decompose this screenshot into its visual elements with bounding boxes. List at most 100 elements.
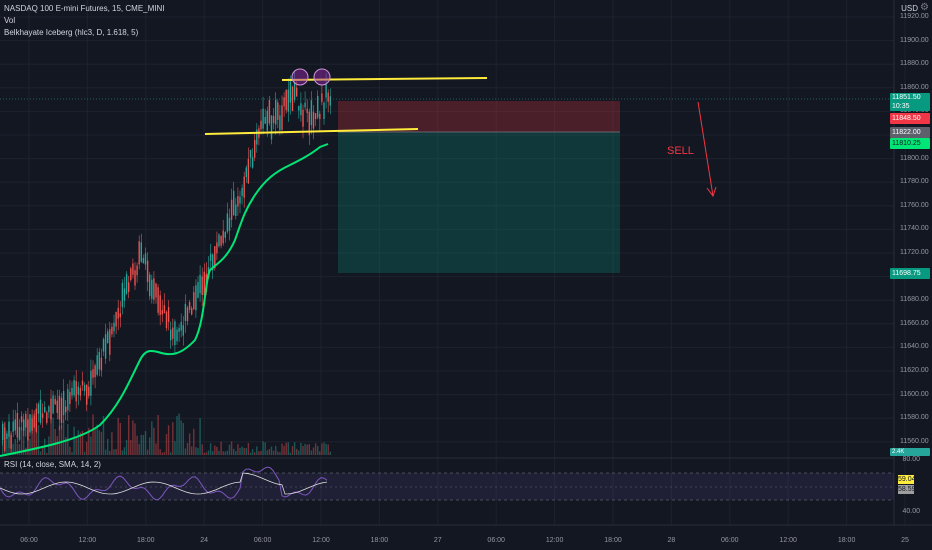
resistance-trendline[interactable] xyxy=(281,77,488,81)
candle-body xyxy=(52,395,54,414)
volume-bar xyxy=(54,428,56,455)
sell-annotation[interactable]: SELL xyxy=(667,145,694,157)
candle-body xyxy=(75,381,77,402)
volume-bar xyxy=(281,443,283,455)
candlestick-series xyxy=(2,70,331,452)
candle-body xyxy=(262,108,264,129)
candle-body xyxy=(119,313,121,318)
volume-bar xyxy=(293,442,296,455)
candle-body xyxy=(165,311,168,329)
candle-body xyxy=(170,329,172,341)
candle-body xyxy=(289,81,292,103)
price-axis-label: 11800.00 xyxy=(900,154,929,162)
top-marker-1[interactable] xyxy=(291,68,309,86)
candle-body xyxy=(245,167,247,178)
volume-bar xyxy=(205,452,208,455)
volume-bar xyxy=(113,449,115,455)
candle-body xyxy=(182,325,184,336)
time-axis-label: 24 xyxy=(200,537,209,544)
time-axis-label: 28 xyxy=(667,537,676,544)
sell-arrow[interactable] xyxy=(697,101,717,198)
volume-bar xyxy=(121,450,124,455)
candle-body xyxy=(146,260,149,282)
volume-bar xyxy=(249,452,252,455)
candle-body xyxy=(123,288,126,301)
candle-body xyxy=(20,416,23,423)
price-axis-label: 11560.00 xyxy=(900,437,929,445)
rsi-legend[interactable]: RSI (14, close, SMA, 14, 2) xyxy=(4,460,101,469)
volume-bar xyxy=(71,452,73,455)
rsi-value-tag: 59.04 xyxy=(898,475,916,484)
candle-body xyxy=(287,89,289,112)
candle-body xyxy=(98,351,100,370)
rsi-axis-upper: 80.00 xyxy=(902,456,920,463)
support-trendline[interactable] xyxy=(204,128,419,135)
volume-bar xyxy=(2,432,4,455)
candle-body xyxy=(23,419,25,431)
candle-body xyxy=(138,241,140,265)
candle-body xyxy=(279,115,281,131)
volume-bar xyxy=(310,450,313,455)
volume-bar xyxy=(216,446,218,455)
candle-body xyxy=(71,387,73,396)
stop-loss-zone[interactable] xyxy=(338,101,620,132)
volume-bar xyxy=(90,436,92,455)
entry-level-tag: 11822.00 xyxy=(890,127,930,138)
volume-bar xyxy=(264,442,266,455)
volume-bar xyxy=(174,441,176,455)
volume-bar xyxy=(109,450,111,455)
candle-body xyxy=(172,327,174,339)
candle-body xyxy=(191,308,193,315)
volume-bar xyxy=(218,450,220,455)
volume-bar xyxy=(258,451,260,455)
candle-body xyxy=(121,282,124,307)
volume-bar xyxy=(16,443,19,455)
volume-bar xyxy=(98,430,100,455)
volume-bar xyxy=(247,443,250,455)
candle-body xyxy=(293,81,296,100)
volume-bar xyxy=(111,432,113,455)
volume-legend[interactable]: Vol xyxy=(4,16,16,25)
candle-body xyxy=(128,282,130,292)
volume-bar xyxy=(235,451,237,455)
price-axis-label: 11680.00 xyxy=(900,296,929,304)
volume-bar xyxy=(260,450,262,455)
volume-bar xyxy=(10,430,12,455)
candle-body xyxy=(306,108,308,114)
volume-bar xyxy=(14,438,16,455)
candle-body xyxy=(96,355,98,375)
volume-bar xyxy=(50,415,52,455)
candle-body xyxy=(107,331,109,344)
volume-bar xyxy=(132,420,134,455)
candle-body xyxy=(2,423,4,441)
volume-bar xyxy=(125,439,128,455)
candle-body xyxy=(4,427,6,451)
candle-body xyxy=(144,253,147,265)
settings-icon[interactable]: ⚙ xyxy=(920,2,929,13)
volume-bar xyxy=(100,431,103,455)
volume-bar xyxy=(275,445,277,455)
volume-bar xyxy=(254,452,256,455)
candle-body xyxy=(41,413,44,418)
candle-body xyxy=(163,305,166,314)
volume-bar xyxy=(197,448,199,455)
volume-bar xyxy=(151,421,153,455)
indicator-legend[interactable]: Belkhayate Iceberg (hlc3, D, 1.618, 5) xyxy=(4,28,139,37)
candle-body xyxy=(8,421,10,437)
currency-label[interactable]: USD xyxy=(901,4,918,13)
candle-body xyxy=(310,100,313,126)
candle-body xyxy=(241,187,243,196)
candle-body xyxy=(92,369,94,378)
candle-body xyxy=(100,357,103,371)
volume-bar xyxy=(138,444,140,455)
take-profit-zone[interactable] xyxy=(338,132,620,273)
candle-body xyxy=(113,322,115,332)
candle-body xyxy=(195,285,197,311)
volume-bar xyxy=(163,452,166,455)
volume-bar xyxy=(130,439,132,455)
top-marker-2[interactable] xyxy=(313,68,331,86)
volume-bar xyxy=(180,420,182,455)
symbol-legend[interactable]: NASDAQ 100 E-mini Futures, 15, CME_MINI xyxy=(4,4,165,13)
candle-body xyxy=(69,391,71,404)
